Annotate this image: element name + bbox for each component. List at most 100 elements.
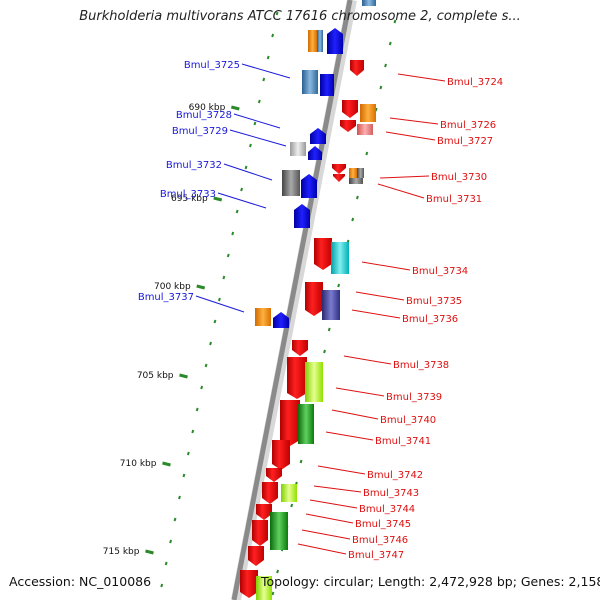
- gene-block: [308, 30, 317, 52]
- kbp-major-tick: [230, 105, 240, 111]
- reverse-gene-arrow: [248, 546, 264, 566]
- inner-tick: [178, 495, 181, 500]
- forward-gene-arrow: [294, 204, 310, 228]
- forward-leader-line: [217, 192, 267, 209]
- inner-tick: [266, 55, 270, 60]
- label-leader-lines: [195, 63, 446, 555]
- forward-gene-label: Bmul_3732: [166, 160, 222, 171]
- reverse-gene-arrow: [262, 482, 278, 504]
- outer-tick: [271, 591, 275, 596]
- forward-gene-arrow: [308, 146, 322, 160]
- gene-block: [290, 142, 306, 156]
- reverse-gene-arrow: [333, 174, 345, 182]
- inner-tick: [249, 143, 252, 148]
- gene-features: [240, 0, 376, 600]
- outer-tick: [388, 41, 392, 46]
- reverse-leader-line: [389, 117, 439, 125]
- reverse-leader-line: [331, 409, 379, 420]
- inner-tick: [253, 121, 257, 126]
- reverse-leader-line: [317, 465, 366, 475]
- outer-tick: [393, 19, 397, 24]
- outer-tick: [337, 283, 341, 288]
- gene-block: [317, 30, 323, 52]
- reverse-leader-line: [297, 543, 347, 555]
- reverse-gene-label: Bmul_3739: [386, 392, 442, 403]
- kbp-tick-label: 695 kbp: [171, 194, 208, 204]
- map-title: Burkholderia multivorans ATCC 17616 chro…: [79, 9, 521, 24]
- inner-tick: [204, 363, 208, 368]
- inner-tick: [231, 231, 235, 236]
- inner-tick: [235, 209, 239, 214]
- forward-gene-label: Bmul_3737: [138, 292, 194, 303]
- reverse-gene-label: Bmul_3742: [367, 470, 423, 481]
- inner-tick: [226, 253, 230, 258]
- kbp-major-tick: [213, 196, 223, 202]
- inner-tick: [195, 407, 199, 412]
- accession-text: Accession: NC_010086: [9, 574, 152, 589]
- outer-tick: [351, 217, 355, 222]
- inner-tick: [275, 11, 279, 16]
- reverse-gene-label: Bmul_3747: [348, 550, 404, 561]
- kbp-tick-label: 705 kbp: [137, 371, 174, 381]
- reverse-gene-label: Bmul_3746: [352, 535, 408, 546]
- gene-block: [298, 404, 314, 444]
- reverse-gene-arrow: [342, 100, 358, 118]
- reverse-gene-arrow: [266, 468, 282, 482]
- forward-gene-arrow: [310, 128, 326, 144]
- inner-tick: [222, 275, 226, 280]
- reverse-leader-line: [343, 355, 392, 365]
- reverse-leader-line: [377, 183, 425, 199]
- forward-gene-label: Bmul_3729: [172, 126, 228, 137]
- gene-block: [360, 104, 376, 122]
- reverse-gene-arrow: [280, 400, 300, 446]
- gene-block: [362, 0, 376, 6]
- reverse-gene-arrow: [292, 340, 308, 356]
- gene-block: [255, 308, 271, 326]
- forward-gene-arrow: [273, 312, 289, 328]
- reverse-leader-line: [379, 175, 430, 179]
- forward-strand-labels: Bmul_3725 Bmul_3728 Bmul_3729 Bmul_3732 Bmul…: [138, 60, 240, 303]
- reverse-leader-line: [351, 309, 401, 319]
- reverse-gene-label: Bmul_3741: [375, 436, 431, 447]
- forward-leader-line: [241, 63, 291, 79]
- kbp-major-tick: [196, 284, 206, 290]
- reverse-gene-label: Bmul_3744: [359, 504, 415, 515]
- inner-tick: [191, 429, 195, 434]
- gene-block: [281, 484, 297, 502]
- kbp-tick-labels: 690 kbp 695 kbp 700 kbp 705 kbp 710 kbp 715 k…: [103, 103, 240, 557]
- inner-tick: [257, 99, 261, 104]
- inner-tick: [182, 473, 186, 478]
- forward-leader-line: [195, 295, 245, 313]
- outer-tick: [290, 503, 294, 508]
- gene-block: [331, 242, 349, 274]
- reverse-gene-arrow: [256, 504, 272, 520]
- chromosome-backbone: [231, 0, 353, 600]
- inner-tick: [271, 33, 275, 38]
- kbp-tick-label: 700 kbp: [154, 282, 191, 292]
- kbp-major-tick: [179, 373, 188, 379]
- reverse-leader-line: [335, 387, 385, 397]
- reverse-gene-label: Bmul_3745: [355, 519, 411, 530]
- forward-leader-line: [233, 113, 281, 129]
- forward-gene-label: Bmul_3728: [176, 110, 232, 121]
- outer-tick: [327, 327, 331, 332]
- kbp-tick-label: 715 kbp: [103, 547, 140, 557]
- reverse-gene-label: Bmul_3734: [412, 266, 468, 277]
- reverse-gene-label: Bmul_3735: [406, 296, 462, 307]
- reverse-leader-line: [355, 291, 405, 301]
- reverse-gene-arrow: [314, 238, 332, 270]
- kbp-major-tick: [162, 461, 171, 467]
- reverse-leader-line: [305, 513, 354, 524]
- reverse-leader-line: [397, 73, 446, 82]
- gene-block: [282, 170, 300, 196]
- inner-tick: [262, 77, 266, 82]
- inner-tick: [169, 539, 173, 544]
- forward-gene-label: Bmul_3725: [184, 60, 240, 71]
- reverse-leader-line: [309, 499, 358, 509]
- reverse-gene-arrow: [240, 570, 258, 598]
- inner-tick: [173, 517, 177, 522]
- forward-gene-arrow: [301, 174, 317, 198]
- forward-leader-line: [223, 163, 273, 181]
- forward-leader-line: [229, 129, 287, 147]
- reverse-gene-label: Bmul_3731: [426, 194, 482, 205]
